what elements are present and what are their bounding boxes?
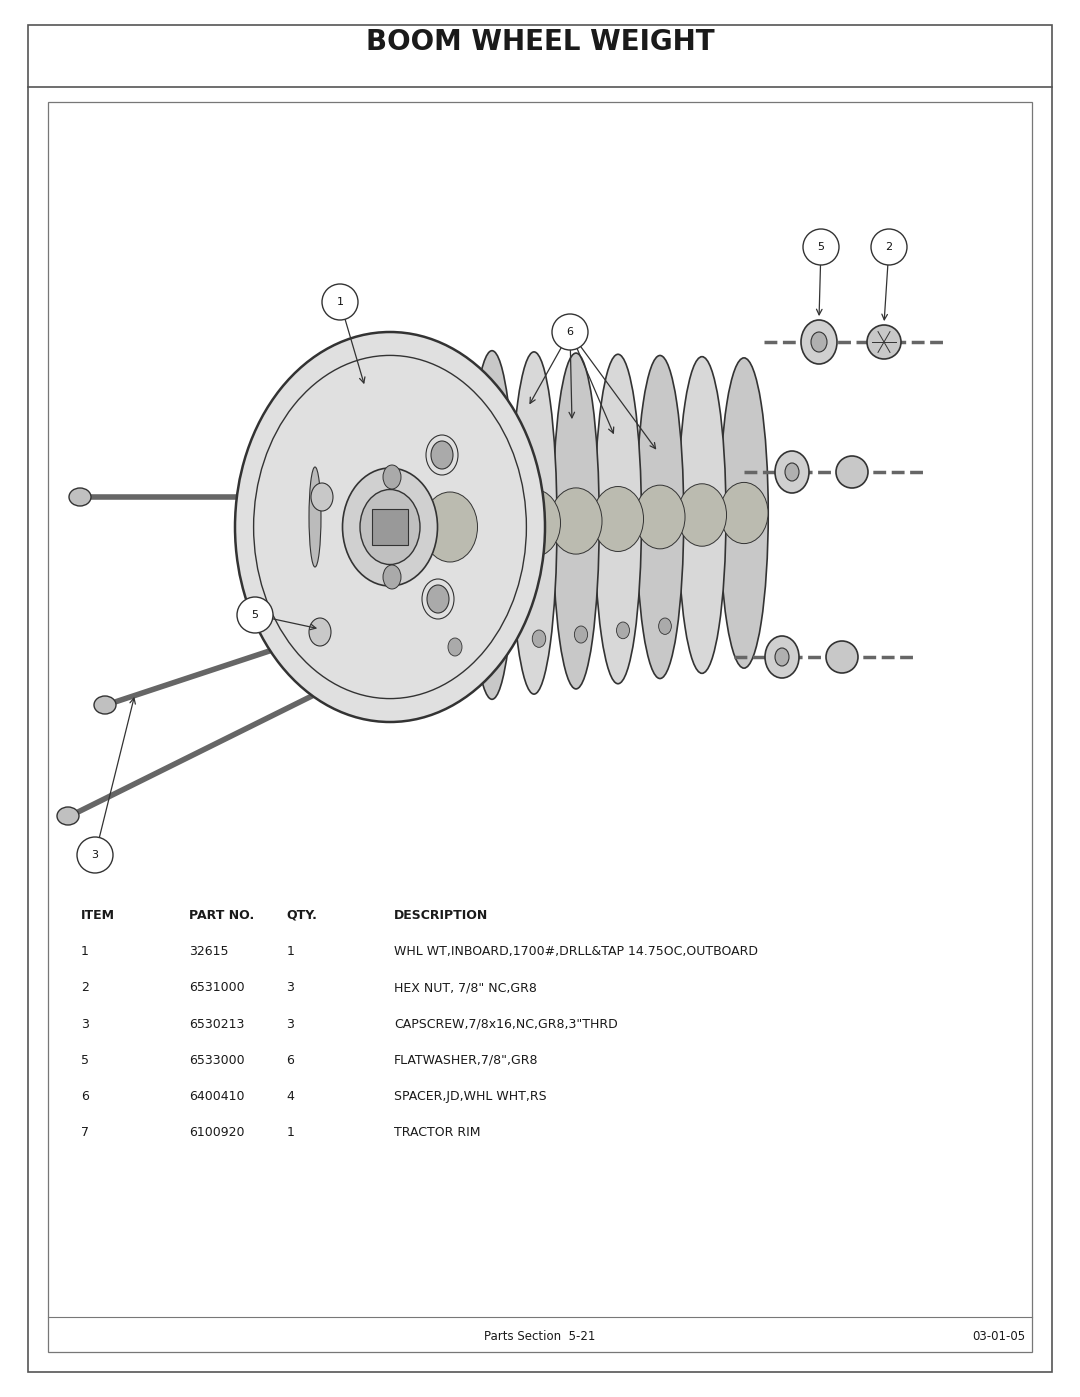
Circle shape — [77, 837, 113, 873]
Ellipse shape — [826, 641, 858, 673]
Ellipse shape — [490, 634, 504, 651]
Ellipse shape — [775, 451, 809, 493]
Ellipse shape — [594, 355, 642, 683]
Text: 4: 4 — [286, 1090, 294, 1104]
Ellipse shape — [94, 696, 116, 714]
Text: SPACER,JD,WHL WHT,RS: SPACER,JD,WHL WHT,RS — [394, 1090, 546, 1104]
Ellipse shape — [235, 332, 545, 722]
Text: 6400410: 6400410 — [189, 1090, 244, 1104]
Ellipse shape — [553, 353, 599, 689]
Text: 2: 2 — [886, 242, 892, 251]
Text: 7: 7 — [81, 1126, 89, 1140]
Ellipse shape — [785, 462, 799, 481]
Bar — [372, 509, 408, 545]
Ellipse shape — [775, 648, 789, 666]
Circle shape — [322, 284, 357, 320]
Circle shape — [552, 314, 588, 351]
Ellipse shape — [431, 441, 453, 469]
Text: HEX NUT, 7/8" NC,GR8: HEX NUT, 7/8" NC,GR8 — [394, 981, 537, 995]
Text: 03-01-05: 03-01-05 — [972, 1330, 1025, 1344]
Text: 1: 1 — [286, 1126, 294, 1140]
Ellipse shape — [469, 351, 515, 700]
Ellipse shape — [532, 630, 545, 647]
Ellipse shape — [311, 483, 333, 511]
Text: 5: 5 — [81, 1053, 89, 1067]
Ellipse shape — [360, 489, 420, 564]
Ellipse shape — [617, 622, 630, 638]
Ellipse shape — [448, 638, 462, 657]
Text: DESCRIPTION: DESCRIPTION — [394, 908, 488, 922]
Circle shape — [237, 597, 273, 633]
Text: CAPSCREW,7/8x16,NC,GR8,3"THRD: CAPSCREW,7/8x16,NC,GR8,3"THRD — [394, 1017, 618, 1031]
Ellipse shape — [678, 356, 726, 673]
Text: 3: 3 — [286, 981, 294, 995]
Bar — [48, 102, 1032, 1352]
Ellipse shape — [69, 488, 91, 506]
Ellipse shape — [575, 626, 588, 643]
Text: 6100920: 6100920 — [189, 1126, 244, 1140]
Ellipse shape — [635, 485, 685, 549]
Ellipse shape — [811, 332, 827, 352]
Ellipse shape — [508, 489, 561, 557]
Text: QTY.: QTY. — [286, 908, 318, 922]
Ellipse shape — [659, 617, 672, 634]
Text: 1: 1 — [81, 944, 89, 958]
Text: 6: 6 — [81, 1090, 89, 1104]
Text: BOOM WHEEL WEIGHT: BOOM WHEEL WEIGHT — [366, 28, 714, 56]
Ellipse shape — [720, 482, 768, 543]
Text: 5: 5 — [818, 242, 824, 251]
Text: 32615: 32615 — [189, 944, 229, 958]
Ellipse shape — [309, 467, 321, 567]
Ellipse shape — [57, 807, 79, 826]
Text: 1: 1 — [286, 944, 294, 958]
Ellipse shape — [719, 358, 768, 668]
Ellipse shape — [801, 320, 837, 365]
Ellipse shape — [593, 486, 644, 552]
Text: 6531000: 6531000 — [189, 981, 245, 995]
Ellipse shape — [383, 564, 401, 590]
Ellipse shape — [309, 617, 330, 645]
Ellipse shape — [427, 585, 449, 613]
Text: 3: 3 — [92, 849, 98, 861]
Ellipse shape — [836, 455, 868, 488]
Ellipse shape — [636, 355, 684, 679]
Text: 2: 2 — [81, 981, 89, 995]
Ellipse shape — [867, 326, 901, 359]
Text: PART NO.: PART NO. — [189, 908, 254, 922]
Text: 6: 6 — [567, 327, 573, 337]
Circle shape — [804, 229, 839, 265]
Ellipse shape — [550, 488, 602, 555]
Text: 3: 3 — [286, 1017, 294, 1031]
Text: 5: 5 — [252, 610, 258, 620]
Ellipse shape — [765, 636, 799, 678]
Text: FLATWASHER,7/8",GR8: FLATWASHER,7/8",GR8 — [394, 1053, 539, 1067]
Ellipse shape — [511, 352, 557, 694]
Ellipse shape — [422, 492, 477, 562]
Text: 6: 6 — [286, 1053, 294, 1067]
Text: WHL WT,INBOARD,1700#,DRLL&TAP 14.75OC,OUTBOARD: WHL WT,INBOARD,1700#,DRLL&TAP 14.75OC,OU… — [394, 944, 758, 958]
Ellipse shape — [677, 483, 727, 546]
Ellipse shape — [383, 465, 401, 489]
Ellipse shape — [428, 349, 473, 704]
Text: TRACTOR RIM: TRACTOR RIM — [394, 1126, 481, 1140]
Text: 6533000: 6533000 — [189, 1053, 245, 1067]
Text: 3: 3 — [81, 1017, 89, 1031]
Text: ITEM: ITEM — [81, 908, 114, 922]
Text: 6530213: 6530213 — [189, 1017, 244, 1031]
Ellipse shape — [465, 490, 519, 559]
Text: 1: 1 — [337, 298, 343, 307]
Circle shape — [870, 229, 907, 265]
Text: Parts Section  5-21: Parts Section 5-21 — [484, 1330, 596, 1344]
Ellipse shape — [342, 468, 437, 585]
